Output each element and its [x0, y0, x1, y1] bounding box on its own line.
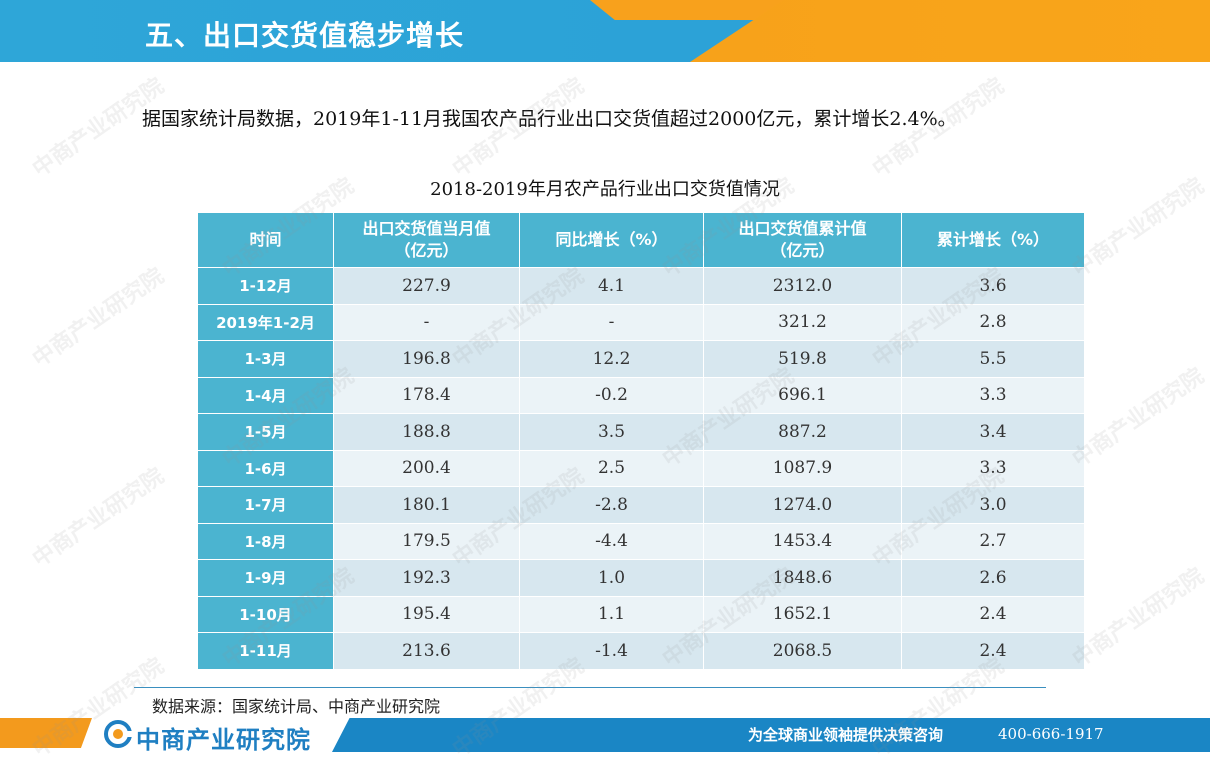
table-header-row: 时间 出口交货值当月值 （亿元） 同比增长（%） 出口交货值累计值 （亿元） 累计增长（%）	[197, 212, 1085, 268]
row-period-label: 1-8月	[197, 522, 334, 560]
table-row: 1-6月 200.4 2.5 1087.9 3.3	[197, 449, 1085, 487]
table-cell: 1087.9	[703, 449, 902, 487]
footer-orange-accent	[0, 718, 92, 748]
column-header: 出口交货值当月值 （亿元）	[333, 212, 520, 268]
table-row: 1-9月 192.3 1.0 1848.6 2.6	[197, 559, 1085, 597]
footer-phone: 400-666-1917	[998, 725, 1104, 743]
table-row: 1-10月 195.4 1.1 1652.1 2.4	[197, 595, 1085, 633]
table-cell: 321.2	[703, 303, 902, 341]
table-row: 1-7月 180.1 -2.8 1274.0 3.0	[197, 486, 1085, 524]
table-cell: 1274.0	[703, 486, 902, 524]
source-divider	[134, 687, 1046, 688]
table-row: 2019年1-2月 - -321.2 2.8	[197, 303, 1085, 341]
table-cell: 200.4	[333, 449, 520, 487]
table-cell: -	[519, 303, 704, 341]
company-logo-icon	[104, 720, 132, 748]
table-cell: 3.0	[901, 486, 1085, 524]
table-row: 1-8月 179.5 -4.4 1453.4 2.7	[197, 522, 1085, 560]
row-period-label: 1-9月	[197, 559, 334, 597]
footer: 中商产业研究院 为全球商业领袖提供决策咨询 400-666-1917	[0, 716, 1210, 756]
table-cell: 2312.0	[703, 267, 902, 305]
row-period-label: 2019年1-2月	[197, 303, 334, 341]
column-header: 累计增长（%）	[901, 212, 1085, 268]
table-cell: 2.6	[901, 559, 1085, 597]
watermark: 中商产业研究院	[28, 263, 169, 373]
row-period-label: 1-11月	[197, 632, 334, 670]
company-logo-text: 中商产业研究院	[136, 726, 311, 754]
table-cell: 696.1	[703, 376, 902, 414]
title-bar-orange-block	[690, 0, 1210, 62]
row-period-label: 1-5月	[197, 413, 334, 451]
table-cell: 1.0	[519, 559, 704, 597]
table-row: 1-3月 196.8 12.2 519.8 5.5	[197, 340, 1085, 378]
row-period-label: 1-10月	[197, 595, 334, 633]
table-cell: 2068.5	[703, 632, 902, 670]
table-cell: 3.3	[901, 449, 1085, 487]
table-row: 1-11月 213.6 -1.4 2068.5 2.4	[197, 632, 1085, 670]
table-cell: 3.4	[901, 413, 1085, 451]
table-cell: 3.3	[901, 376, 1085, 414]
table-row: 1-5月 188.8 3.5 887.2 3.4	[197, 413, 1085, 451]
table-cell: 3.6	[901, 267, 1085, 305]
table-cell: -4.4	[519, 522, 704, 560]
page-title: 五、出口交货值稳步增长	[145, 19, 465, 52]
table-cell: 1.1	[519, 595, 704, 633]
column-header: 时间	[197, 212, 334, 268]
table-cell: 2.7	[901, 522, 1085, 560]
table-cell: 2.5	[519, 449, 704, 487]
column-header: 出口交货值累计值 （亿元）	[703, 212, 902, 268]
data-source: 数据来源：国家统计局、中商产业研究院	[152, 697, 441, 716]
column-header: 同比增长（%）	[519, 212, 704, 268]
table-cell: 1453.4	[703, 522, 902, 560]
table-cell: 4.1	[519, 267, 704, 305]
table-cell: 2.4	[901, 595, 1085, 633]
watermark: 中商产业研究院	[1068, 363, 1209, 473]
row-period-label: 1-12月	[197, 267, 334, 305]
table-cell: 213.6	[333, 632, 520, 670]
table-cell: 1652.1	[703, 595, 902, 633]
export-value-table: 时间 出口交货值当月值 （亿元） 同比增长（%） 出口交货值累计值 （亿元） 累计增长（%）…	[197, 212, 1085, 670]
table-cell: -0.2	[519, 376, 704, 414]
row-period-label: 1-4月	[197, 376, 334, 414]
table-cell: 1848.6	[703, 559, 902, 597]
table-body: 1-12月 227.9 4.1 2312.0 3.6 2019年1-2月 - -321.2 2.…	[197, 267, 1085, 670]
table-cell: 195.4	[333, 595, 520, 633]
table-cell: -1.4	[519, 632, 704, 670]
table-row: 1-4月 178.4 -0.2 696.1 3.3	[197, 376, 1085, 414]
table-cell: 179.5	[333, 522, 520, 560]
intro-paragraph: 据国家统计局数据，2019年1-11月我国农产品行业出口交货值超过2000亿元，…	[142, 108, 957, 130]
footer-slogan: 为全球商业领袖提供决策咨询	[748, 726, 944, 744]
table-cell: 12.2	[519, 340, 704, 378]
table-caption: 2018-2019年月农产品行业出口交货值情况	[430, 179, 780, 200]
table-row: 1-12月 227.9 4.1 2312.0 3.6	[197, 267, 1085, 305]
title-bar: 五、出口交货值稳步增长	[0, 0, 1210, 62]
table-cell: -	[333, 303, 520, 341]
table-cell: 887.2	[703, 413, 902, 451]
table-cell: 227.9	[333, 267, 520, 305]
table-cell: 2.8	[901, 303, 1085, 341]
footer-blue-bar	[332, 718, 1210, 752]
table-cell: 519.8	[703, 340, 902, 378]
row-period-label: 1-7月	[197, 486, 334, 524]
table-cell: 180.1	[333, 486, 520, 524]
table-cell: 192.3	[333, 559, 520, 597]
watermark: 中商产业研究院	[1068, 563, 1209, 673]
table-cell: 188.8	[333, 413, 520, 451]
watermark: 中商产业研究院	[28, 463, 169, 573]
row-period-label: 1-6月	[197, 449, 334, 487]
table-cell: 3.5	[519, 413, 704, 451]
row-period-label: 1-3月	[197, 340, 334, 378]
table-cell: -2.8	[519, 486, 704, 524]
table-cell: 196.8	[333, 340, 520, 378]
table-cell: 178.4	[333, 376, 520, 414]
table-cell: 5.5	[901, 340, 1085, 378]
table-cell: 2.4	[901, 632, 1085, 670]
